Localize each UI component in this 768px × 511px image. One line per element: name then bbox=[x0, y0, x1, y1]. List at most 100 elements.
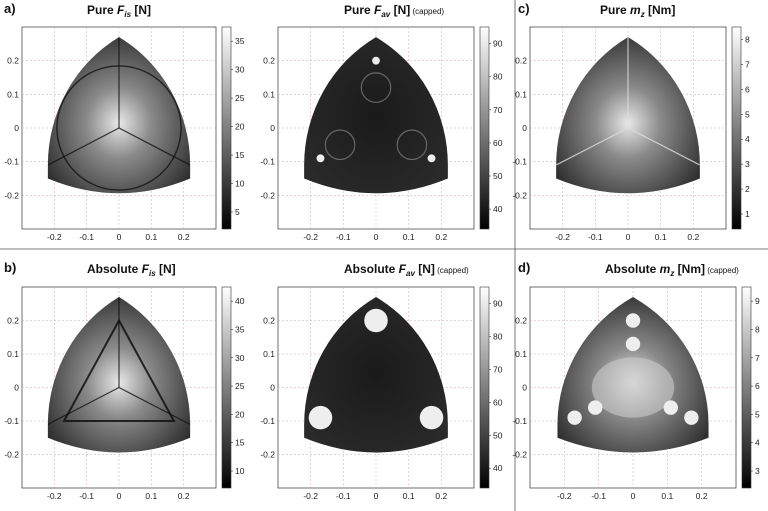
y-tick-label: 0 bbox=[270, 383, 275, 393]
y-tick-label: 0 bbox=[270, 123, 275, 133]
y-tick-label: 0.1 bbox=[515, 89, 527, 99]
heatmap-region bbox=[304, 297, 448, 453]
panel-title: Absolute Fav [N] (capped) bbox=[344, 262, 469, 278]
colorbar-tick-label: 20 bbox=[235, 409, 245, 419]
colorbar bbox=[221, 286, 232, 489]
panel-abs-fav: Absolute Fav [N] (capped) -0.2 -0.1 0 0.1 0.2… bbox=[260, 262, 502, 501]
colorbar bbox=[221, 26, 232, 230]
panel-title: Absolute mz [Nm] (capped) bbox=[605, 262, 739, 278]
y-tick-label: -0.1 bbox=[512, 416, 527, 426]
x-tick-label: 0.2 bbox=[178, 491, 190, 501]
y-tick-label: -0.2 bbox=[260, 190, 275, 200]
panel-title: Pure Fav [N] (capped) bbox=[344, 3, 444, 19]
y-tick-label: 0.2 bbox=[7, 316, 19, 326]
colorbar-tick-label: 80 bbox=[493, 331, 503, 341]
colorbar-tick-label: 30 bbox=[235, 65, 245, 75]
colorbar-tick-label: 2 bbox=[745, 184, 750, 194]
hot-spot bbox=[308, 405, 333, 430]
x-tick-label: 0.1 bbox=[145, 491, 157, 501]
bright-region bbox=[591, 357, 675, 418]
colorbar-tick-label: 10 bbox=[235, 178, 245, 188]
panel-c: c) Pure mz [Nm] -0.2 -0.1 0 0.1 0.2 0.2 0.1 0 -0.1… bbox=[512, 1, 750, 242]
colorbar-tick-label: 5 bbox=[235, 207, 240, 217]
colorbar-tick-label: 25 bbox=[235, 381, 245, 391]
x-tick-label: 0.1 bbox=[403, 491, 415, 501]
ring-line bbox=[396, 129, 428, 161]
panel-b: b) Absolute Fis [N] -0.2 -0.1 0 0.1 0.2 0.2 0.1 0… bbox=[4, 260, 245, 501]
colorbar-tick-label: 40 bbox=[493, 463, 503, 473]
x-tick-label: 0 bbox=[117, 232, 122, 242]
x-tick-label: -0.1 bbox=[588, 232, 603, 242]
y-tick-label: 0.2 bbox=[7, 56, 19, 66]
colorbar-tick-label: 7 bbox=[745, 59, 750, 69]
colorbar bbox=[731, 26, 742, 230]
colorbar-tick-label: 4 bbox=[755, 438, 760, 448]
x-tick-label: -0.1 bbox=[79, 232, 94, 242]
colorbar-tick-label: 90 bbox=[493, 298, 503, 308]
panel-letter: a) bbox=[4, 1, 16, 16]
x-tick-label: 0 bbox=[374, 491, 379, 501]
y-tick-label: 0 bbox=[522, 123, 527, 133]
colorbar-tick-label: 10 bbox=[235, 466, 245, 476]
panel-a: a) Pure Fis [N] -0.2 -0.1 0 0.1 0.2 0.2 0.1 0 -0.1… bbox=[4, 1, 245, 242]
ring-line bbox=[360, 72, 392, 103]
colorbar-tick-label: 3 bbox=[755, 466, 760, 476]
panel-title: Absolute Fis [N] bbox=[87, 262, 176, 278]
colorbar-tick-label: 6 bbox=[755, 381, 760, 391]
x-tick-label: -0.1 bbox=[591, 491, 606, 501]
ridge-line bbox=[47, 127, 120, 166]
x-tick-label: -0.2 bbox=[47, 232, 62, 242]
hot-spot bbox=[567, 410, 582, 425]
colorbar-tick-label: 15 bbox=[235, 150, 245, 160]
y-tick-label: 0.1 bbox=[515, 349, 527, 359]
panel-pure-fav: Pure Fav [N] (capped) -0.2 -0.1 0 0.1 0.2 0.2 0… bbox=[260, 3, 502, 242]
x-tick-label: 0.2 bbox=[435, 491, 447, 501]
heatmap-detail bbox=[556, 37, 700, 166]
y-tick-label: 0.2 bbox=[515, 316, 527, 326]
ring-line bbox=[56, 65, 182, 191]
x-tick-label: -0.2 bbox=[303, 232, 318, 242]
y-tick-label: 0 bbox=[14, 383, 19, 393]
ridge-line bbox=[47, 386, 120, 425]
ridge-line bbox=[556, 127, 629, 166]
x-tick-label: -0.1 bbox=[336, 232, 351, 242]
heatmap-region bbox=[304, 37, 448, 194]
x-tick-label: 0.2 bbox=[178, 232, 190, 242]
panel-title: Pure Fis [N] bbox=[87, 3, 151, 19]
colorbar-tick-label: 9 bbox=[755, 296, 760, 306]
y-tick-label: 0.1 bbox=[7, 89, 19, 99]
x-tick-label: 0.1 bbox=[403, 232, 415, 242]
y-tick-label: -0.1 bbox=[4, 416, 19, 426]
x-tick-label: -0.2 bbox=[303, 491, 318, 501]
x-tick-label: 0 bbox=[631, 491, 636, 501]
colorbar-tick-label: 25 bbox=[235, 93, 245, 103]
ridge-line bbox=[627, 127, 700, 166]
y-tick-label: -0.2 bbox=[512, 190, 527, 200]
heatmap-detail bbox=[47, 37, 191, 191]
y-tick-label: 0.2 bbox=[263, 316, 275, 326]
x-tick-label: 0 bbox=[626, 232, 631, 242]
colorbar-tick-label: 35 bbox=[235, 324, 245, 334]
colorbar-tick-label: 70 bbox=[493, 364, 503, 374]
colorbar-tick-label: 50 bbox=[493, 430, 503, 440]
colorbar-tick-label: 15 bbox=[235, 438, 245, 448]
colorbar-tick-label: 60 bbox=[493, 138, 503, 148]
colorbar-tick-label: 40 bbox=[493, 204, 503, 214]
x-tick-label: -0.2 bbox=[557, 491, 572, 501]
heatmap-detail bbox=[567, 313, 699, 425]
y-tick-label: 0 bbox=[14, 123, 19, 133]
colorbar-tick-label: 7 bbox=[755, 353, 760, 363]
y-tick-label: 0.1 bbox=[7, 349, 19, 359]
hot-spot bbox=[663, 400, 678, 415]
x-tick-label: 0.2 bbox=[687, 232, 699, 242]
x-tick-label: 0.2 bbox=[696, 491, 708, 501]
hot-spot bbox=[419, 405, 444, 430]
hot-spot bbox=[427, 154, 436, 163]
colorbar-tick-label: 35 bbox=[235, 36, 245, 46]
heatmap-detail bbox=[47, 297, 191, 425]
hot-spot bbox=[684, 410, 699, 425]
y-tick-label: 0.1 bbox=[263, 349, 275, 359]
hot-spot bbox=[625, 336, 641, 352]
ridge-line bbox=[118, 386, 191, 425]
heatmap-detail bbox=[316, 56, 436, 163]
